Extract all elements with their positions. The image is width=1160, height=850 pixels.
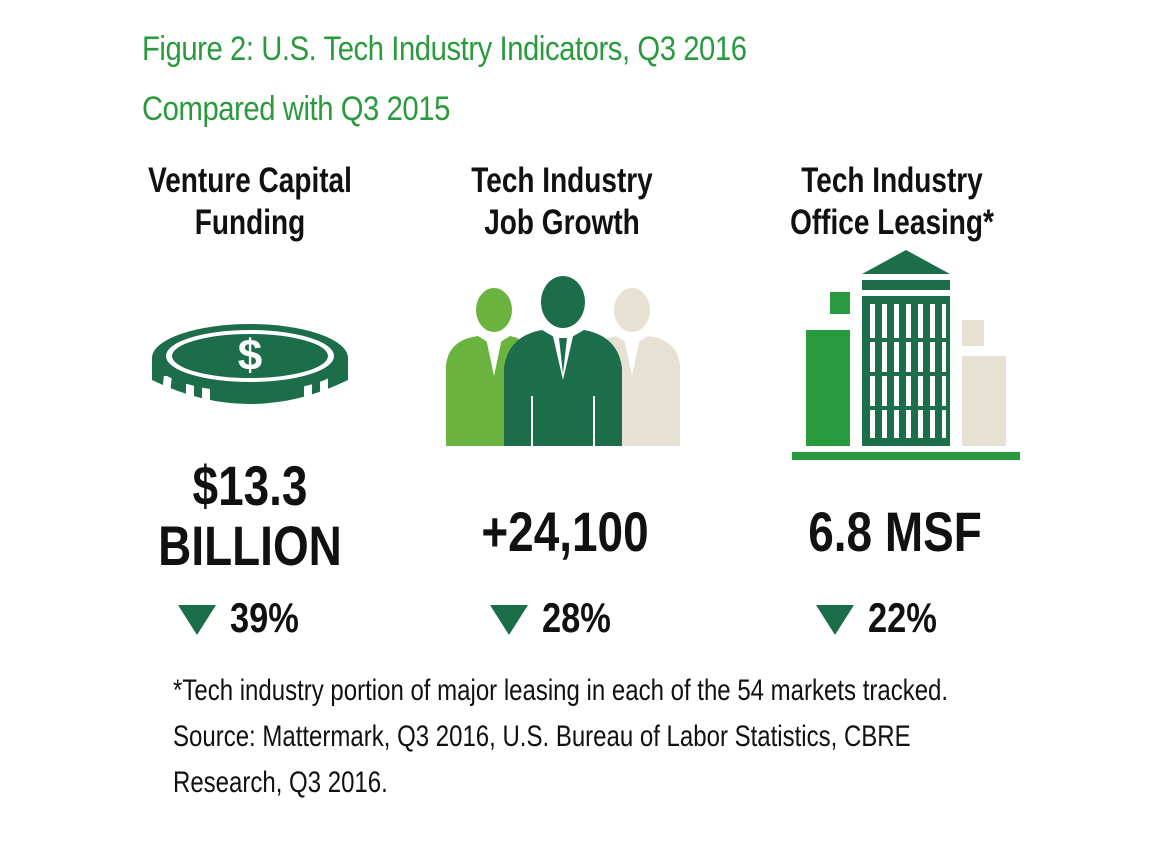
down-triangle-icon (178, 605, 216, 635)
figure-subtitle: Compared with Q3 2015 (142, 90, 450, 128)
office-value-line1: 6.8 MSF (808, 500, 982, 563)
jobs-change-value: 28% (542, 594, 611, 641)
office-heading-line2: Office Leasing* (790, 203, 994, 242)
vc-heading-line2: Funding (194, 203, 306, 242)
jobs-value-line1: +24,100 (481, 500, 649, 563)
vc-change-value: 39% (230, 594, 299, 641)
vc-heading-line1: Venture Capital (148, 161, 352, 200)
jobs-value: +24,100 (426, 502, 705, 562)
footnote-line1: *Tech industry portion of major leasing … (173, 674, 949, 707)
jobs-heading-line1: Tech Industry (471, 161, 653, 200)
vc-value: $13.3 BILLION (111, 456, 390, 576)
vc-heading: Venture Capital Funding (130, 160, 370, 244)
figure-title: Figure 2: U.S. Tech Industry Indicators,… (142, 30, 747, 68)
office-heading-line1: Tech Industry (801, 161, 983, 200)
coin-dollar-icon: $ (152, 324, 348, 410)
footnote: *Tech industry portion of major leasing … (173, 668, 1005, 806)
footnote-line3: Research, Q3 2016. (173, 766, 388, 799)
jobs-heading-line2: Job Growth (484, 203, 640, 242)
footnote-line2: Source: Mattermark, Q3 2016, U.S. Bureau… (173, 720, 911, 753)
vc-change: 39% (178, 594, 314, 642)
vc-value-line1: $13.3 (192, 454, 308, 517)
vc-value-line2: BILLION (158, 514, 342, 577)
down-triangle-icon (490, 605, 528, 635)
office-building-icon (792, 250, 1020, 460)
down-triangle-icon (816, 605, 854, 635)
people-group-icon (446, 276, 680, 446)
svg-text:$: $ (238, 331, 262, 380)
office-value: 6.8 MSF (756, 502, 1035, 562)
office-heading: Tech Industry Office Leasing* (772, 160, 1012, 244)
office-change: 22% (816, 594, 952, 642)
office-change-value: 22% (868, 594, 937, 641)
jobs-change: 28% (490, 594, 626, 642)
jobs-heading: Tech Industry Job Growth (442, 160, 682, 244)
